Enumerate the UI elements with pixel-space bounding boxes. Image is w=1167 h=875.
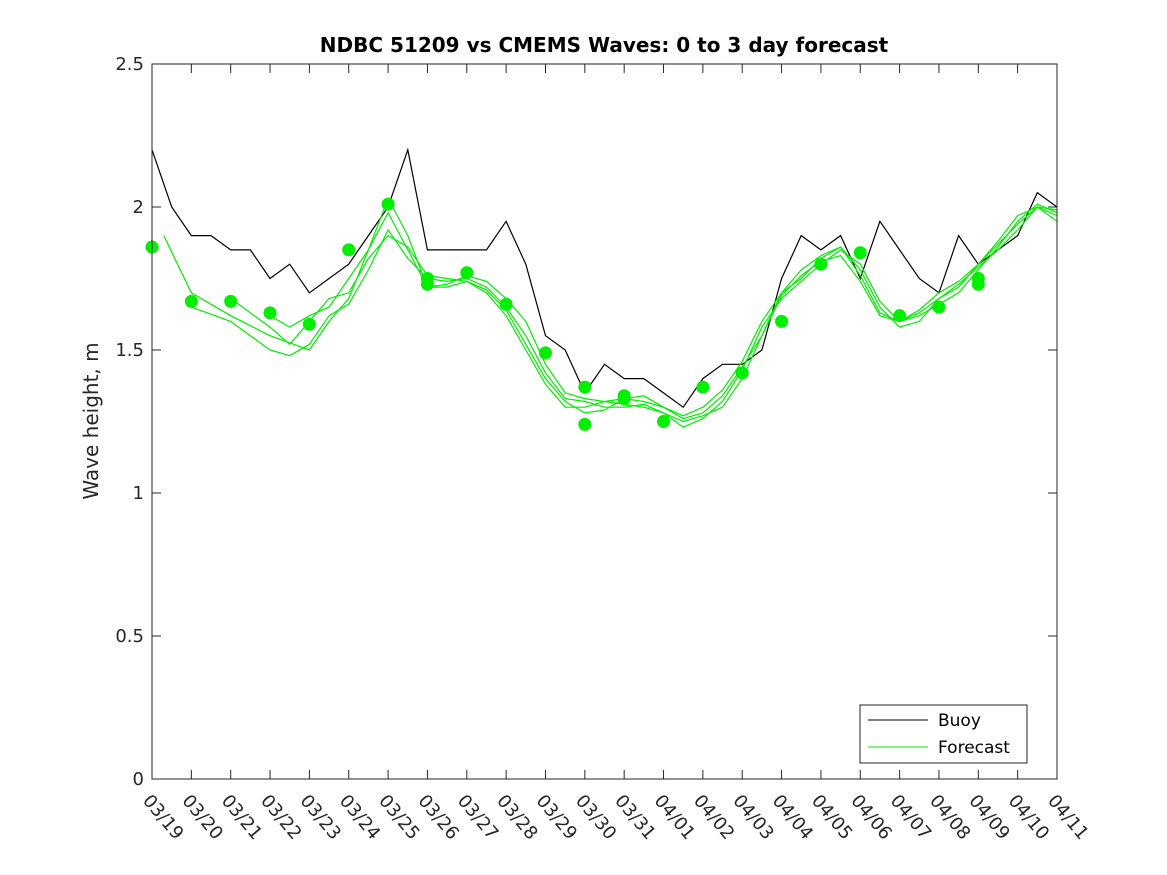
forecast-forecast-run-4	[269, 196, 1058, 420]
forecast-forecast-run-2	[191, 203, 1058, 428]
legend: Buoy Forecast	[859, 704, 1028, 764]
y-tick-label: 0	[133, 769, 144, 790]
forecast-analysis-point	[263, 306, 277, 320]
forecast-analysis-point	[775, 314, 789, 328]
forecast-analysis-point	[696, 380, 710, 394]
series-layer	[145, 147, 1058, 431]
plot-frame	[151, 63, 1058, 780]
forecast-analysis-point	[971, 277, 985, 291]
forecast-analysis-point	[578, 417, 592, 431]
forecast-analysis-point	[932, 300, 946, 314]
y-axis: 0 0.5 1 1.5 2 2.5	[115, 54, 1057, 790]
y-axis-label: Wave height, m	[79, 342, 103, 499]
forecast-analysis-point	[853, 246, 867, 260]
y-tick-label: 1	[133, 483, 144, 504]
forecast-analysis-point	[184, 294, 198, 308]
legend-buoy-label: Buoy	[938, 711, 981, 731]
forecast-analysis-point	[224, 294, 238, 308]
plot-area	[152, 64, 1057, 779]
forecast-analysis-point	[302, 317, 316, 331]
forecast-forecast-run-3	[230, 206, 1058, 417]
forecast-analysis-point	[538, 346, 552, 360]
y-tick-label: 2.5	[115, 54, 144, 75]
legend-forecast-label: Forecast	[938, 738, 1010, 758]
legend-box	[859, 704, 1028, 764]
y-tick-label: 2	[133, 197, 144, 218]
forecast-analysis-point	[657, 415, 671, 428]
y-tick-label: 1.5	[115, 340, 144, 361]
forecast-analysis-point	[342, 243, 356, 257]
chart-title: NDBC 51209 vs CMEMS Waves: 0 to 3 day fo…	[320, 33, 889, 57]
forecast-analysis-point	[578, 380, 592, 394]
buoy-series-line	[151, 147, 1058, 409]
y-tick-label: 0.5	[115, 626, 144, 647]
